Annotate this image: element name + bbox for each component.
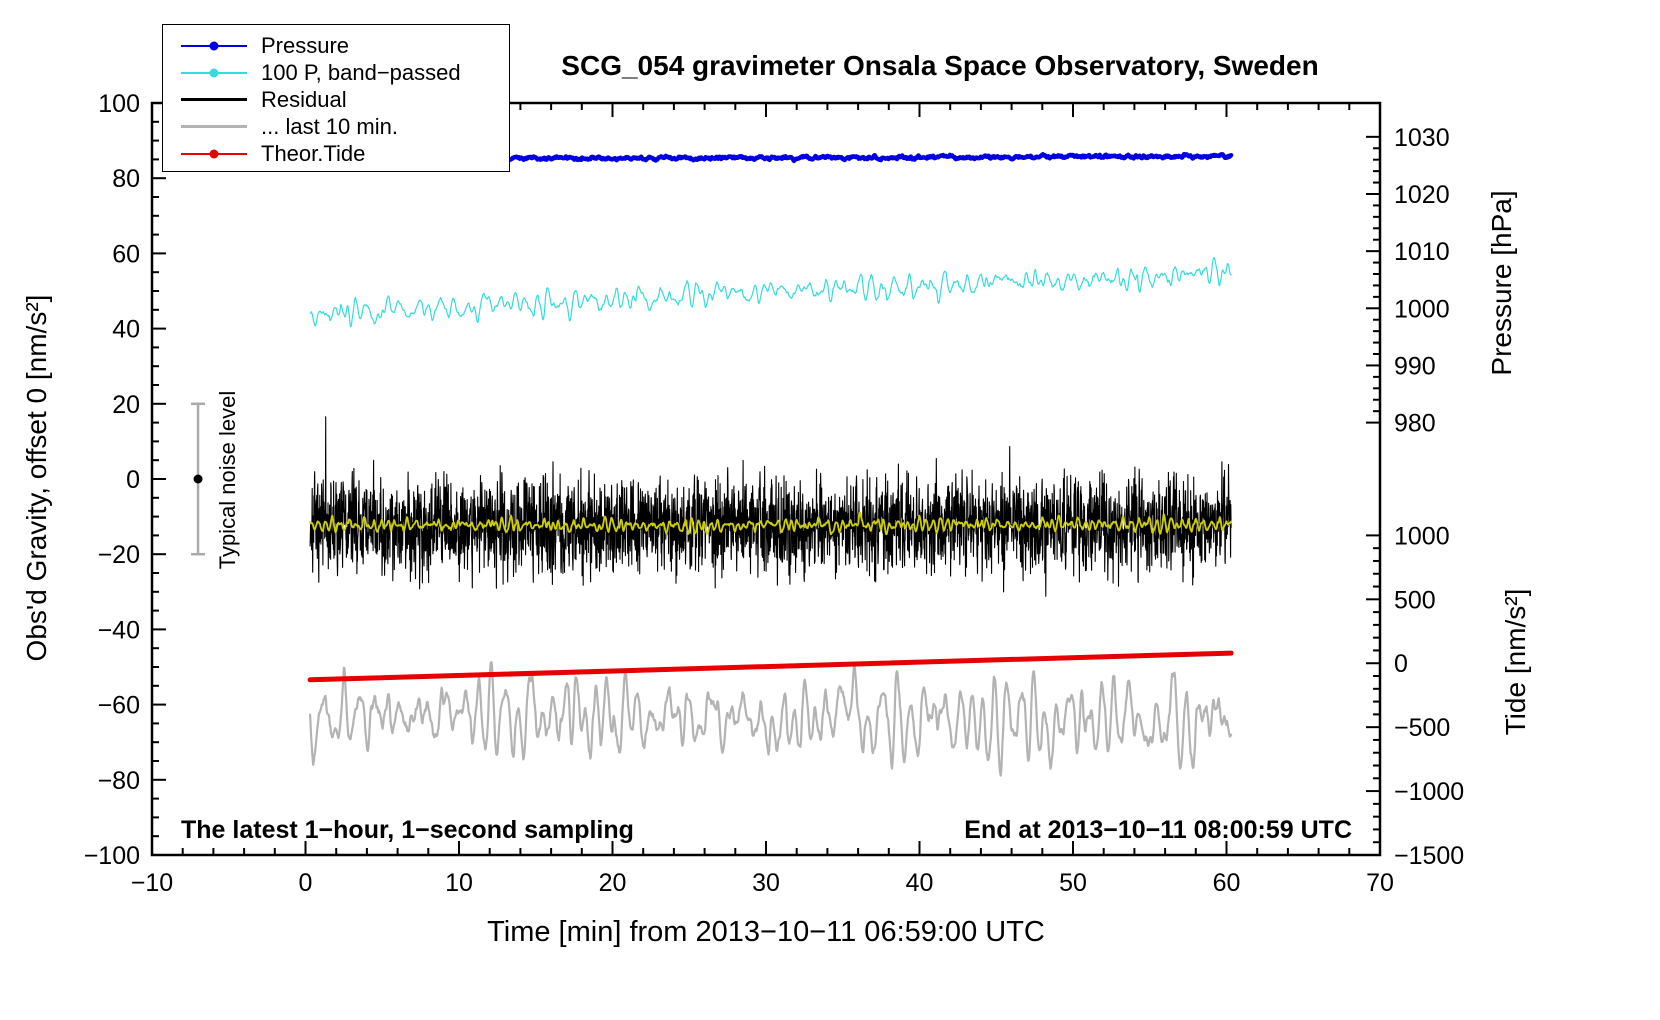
pressure-tick-label: 1000	[1394, 295, 1450, 323]
x-axis-label: Time [min] from 2013−10−11 06:59:00 UTC	[487, 916, 1045, 948]
bandpassed-legend-marker	[181, 66, 247, 80]
x-tick-label: 50	[1059, 869, 1087, 897]
legend-dot-swatch	[209, 41, 219, 50]
y-axis-label-gravity: Obs'd Gravity, offset 0 [nm/s²]	[21, 294, 52, 662]
legend: Pressure 100 P, band−passed Residual ...…	[162, 24, 510, 172]
tide-tick-label: −1000	[1394, 778, 1464, 806]
series-100-p-band-passed	[309, 257, 1232, 328]
series--last-10-min-	[309, 660, 1233, 777]
series-residual	[309, 416, 1232, 597]
tide-tick-label: 0	[1394, 650, 1408, 678]
series-residual-filtered	[309, 511, 1232, 536]
pressure-tick-label: 1030	[1394, 124, 1450, 152]
pressure-tick-label: 990	[1394, 352, 1436, 380]
annotation-end-time: End at 2013−10−11 08:00:59 UTC	[964, 816, 1352, 844]
pressure-tick-label: 1020	[1394, 181, 1450, 209]
axis-ticks	[151, 102, 1381, 856]
series-theor-tide	[307, 650, 1234, 683]
x-tick-label: 10	[445, 869, 473, 897]
y-left-tick-label: −80	[98, 767, 140, 795]
legend-item-label: Residual	[261, 86, 347, 112]
chart-title: SCG_054 gravimeter Onsala Space Observat…	[561, 50, 1319, 81]
x-tick-label: 20	[599, 869, 627, 897]
y-left-tick-label: 100	[98, 90, 140, 118]
noise-level-errorbar	[191, 402, 206, 556]
x-tick-label: 60	[1213, 869, 1241, 897]
x-tick-label: −10	[131, 869, 173, 897]
noise-level-dot	[193, 474, 203, 484]
tide-tick-label: 1000	[1394, 522, 1450, 550]
x-tick-label: 30	[752, 869, 780, 897]
pressure-legend-marker	[181, 39, 247, 53]
theortide-legend-marker	[181, 147, 247, 161]
legend-item-label: ... last 10 min.	[261, 113, 398, 139]
residual-legend-marker	[181, 93, 247, 107]
legend-dot-swatch	[209, 68, 219, 77]
y-left-tick-label: −20	[98, 541, 140, 569]
y-left-tick-label: −40	[98, 616, 140, 644]
y-left-tick-label: 40	[112, 316, 140, 344]
legend-item: Pressure	[163, 32, 509, 59]
y-left-tick-label: −100	[84, 842, 140, 870]
y-left-tick-label: −60	[98, 692, 140, 720]
legend-line-swatch	[181, 98, 247, 101]
pressure-tick-label: 1010	[1394, 238, 1450, 266]
legend-item-label: 100 P, band−passed	[261, 59, 461, 85]
x-tick-label: 70	[1366, 869, 1394, 897]
legend-item: 100 P, band−passed	[163, 59, 509, 86]
legend-dot-swatch	[209, 149, 219, 158]
last10min-legend-marker	[181, 120, 247, 134]
y-left-tick-label: 60	[112, 240, 140, 268]
annotation-sampling: The latest 1−hour, 1−second sampling	[181, 816, 634, 844]
y-left-tick-label: 80	[112, 165, 140, 193]
legend-item-label: Theor.Tide	[261, 140, 366, 166]
y-left-tick-label: 0	[126, 466, 140, 494]
x-tick-label: 40	[906, 869, 934, 897]
tide-tick-label: −1500	[1394, 842, 1464, 870]
legend-item-label: Pressure	[261, 32, 350, 58]
y-left-tick-label: 20	[112, 391, 140, 419]
tide-tick-label: 500	[1394, 586, 1436, 614]
y-axis-label-tide: Tide [nm/s²]	[1500, 588, 1531, 736]
pressure-tick-label: 980	[1394, 410, 1436, 438]
y-axis-label-pressure: Pressure [hPa]	[1486, 190, 1517, 376]
legend-item: Residual	[163, 86, 509, 113]
axis-tick-labels: −10 0 10 20 30 40 50 60 70−100−80−60−40−20020406…	[84, 90, 1465, 897]
legend-item: ... last 10 min.	[163, 113, 509, 140]
x-tick-label: 0	[299, 869, 313, 897]
tide-tick-label: −500	[1394, 714, 1450, 742]
legend-line-swatch	[181, 125, 247, 128]
legend-item: Theor.Tide	[163, 140, 509, 167]
